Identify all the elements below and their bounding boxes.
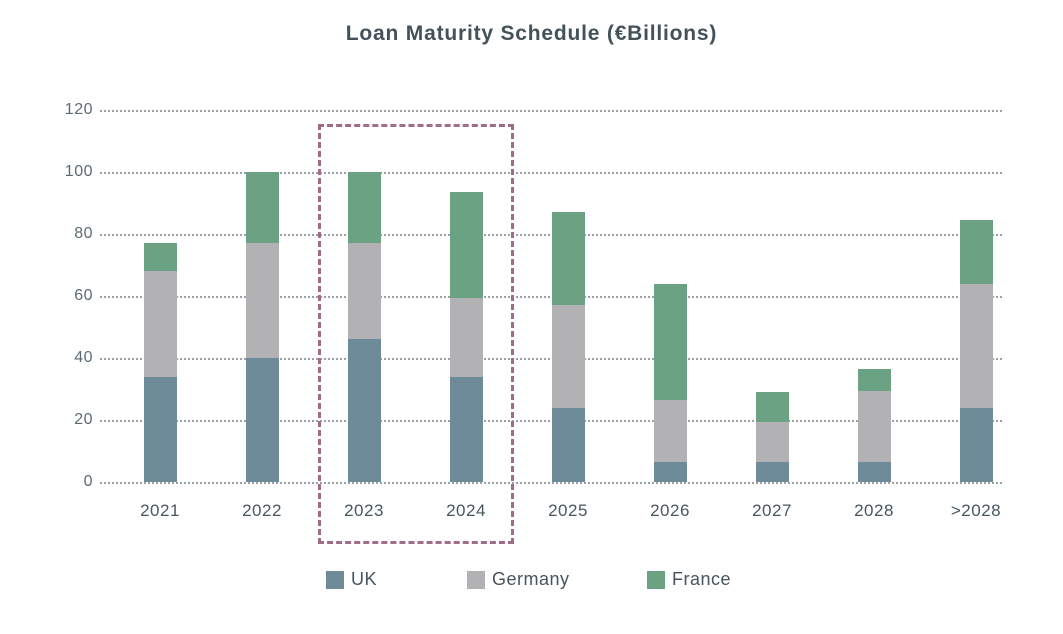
gridline-y-120 — [100, 110, 1002, 112]
x-axis-label-2027: 2027 — [752, 501, 792, 520]
legend-label-germany: Germany — [492, 569, 570, 589]
bar-segment-uk-2026 — [653, 461, 687, 482]
y-axis-tick-0: 0 — [83, 473, 93, 490]
bar-segment-uk-2021 — [143, 376, 177, 482]
bar-2022 — [245, 172, 279, 482]
bar-segment-uk->2028 — [959, 407, 993, 482]
bar-segment-germany-2022 — [245, 243, 279, 358]
bar-slot-2027 — [721, 110, 823, 482]
bar-slot-2025 — [517, 110, 619, 482]
legend-label-uk: UK — [351, 569, 378, 589]
bar-segment-uk-2025 — [551, 407, 585, 482]
bar-2021 — [143, 243, 177, 482]
bar-segment-uk-2027 — [755, 461, 789, 482]
x-axis-label-2023: 2023 — [344, 501, 384, 520]
bar-slot-2024 — [415, 110, 517, 482]
bar-segment-france->2028 — [959, 220, 993, 284]
gridline-y-100 — [100, 172, 1002, 174]
bar-segment-germany-2023 — [347, 243, 381, 340]
gridline-y-0 — [100, 482, 1002, 484]
bar-segment-france-2023 — [347, 172, 381, 244]
bar-segment-germany-2021 — [143, 271, 177, 377]
y-axis-tick-60: 60 — [74, 287, 93, 304]
x-axis-labels: 2021 2022 2023 2024 2025 2026 2027 2028 >2028 — [109, 501, 1027, 521]
x-axis-label->2028: >2028 — [950, 501, 1002, 520]
bar-slot-2022 — [211, 110, 313, 482]
y-axis-tick-40: 40 — [74, 349, 93, 366]
bar-slot-2026 — [619, 110, 721, 482]
legend-swatch-germany — [467, 570, 485, 589]
bar-2025 — [551, 212, 585, 482]
gridline-y-60 — [100, 296, 1002, 298]
gridline-y-20 — [100, 420, 1002, 422]
bar-2027 — [755, 392, 789, 482]
gridline-y-40 — [100, 358, 1002, 360]
bar-segment-germany-2028 — [857, 390, 891, 462]
bars-row — [109, 110, 1027, 482]
legend-swatch-france — [647, 570, 665, 589]
bar-segment-uk-2024 — [449, 376, 483, 482]
legend-swatch-uk — [326, 570, 344, 589]
legend-item-uk: UK — [326, 569, 377, 590]
bar-segment-france-2022 — [245, 172, 279, 244]
bar-segment-uk-2022 — [245, 358, 279, 482]
bar-2024 — [449, 192, 483, 482]
bar-segment-france-2024 — [449, 192, 483, 298]
legend-item-germany: Germany — [467, 569, 570, 590]
bar-segment-germany-2027 — [755, 421, 789, 462]
plot-area — [100, 110, 1002, 484]
bar-slot-2028 — [823, 110, 925, 482]
bar-segment-france-2027 — [755, 392, 789, 422]
bar-segment-germany-2025 — [551, 305, 585, 408]
bar-2028 — [857, 368, 891, 482]
x-axis-label-2028: 2028 — [854, 501, 894, 520]
bar-segment-uk-2023 — [347, 339, 381, 482]
y-axis-tick-120: 120 — [64, 101, 93, 118]
bar-segment-uk-2028 — [857, 461, 891, 482]
bar-slot-2021 — [109, 110, 211, 482]
bar-segment-france-2025 — [551, 212, 585, 306]
gridline-y-80 — [100, 234, 1002, 236]
bar-slot->2028 — [925, 110, 1027, 482]
x-axis-label-2024: 2024 — [446, 501, 486, 520]
chart-title: Loan Maturity Schedule (€Billions) — [345, 22, 718, 45]
bar-segment-germany-2024 — [449, 297, 483, 377]
y-axis-tick-20: 20 — [74, 411, 93, 428]
legend: UK Germany France — [0, 569, 1063, 591]
bar-segment-france-2021 — [143, 243, 177, 272]
x-axis-label-2025: 2025 — [548, 501, 588, 520]
y-axis-tick-80: 80 — [74, 225, 93, 242]
legend-item-france: France — [647, 569, 731, 590]
bar-segment-france-2026 — [653, 283, 687, 400]
bar-slot-2023 — [313, 110, 415, 482]
bar-segment-france-2028 — [857, 368, 891, 391]
bar-segment-germany-2026 — [653, 399, 687, 462]
x-axis-label-2022: 2022 — [242, 501, 282, 520]
x-axis-label-2026: 2026 — [650, 501, 690, 520]
legend-label-france: France — [672, 569, 732, 589]
x-axis-label-2021: 2021 — [140, 501, 180, 520]
bar-2023 — [347, 172, 381, 482]
bar->2028 — [959, 220, 993, 482]
bar-segment-germany->2028 — [959, 283, 993, 408]
y-axis-tick-100: 100 — [64, 163, 93, 180]
bar-2026 — [653, 283, 687, 482]
